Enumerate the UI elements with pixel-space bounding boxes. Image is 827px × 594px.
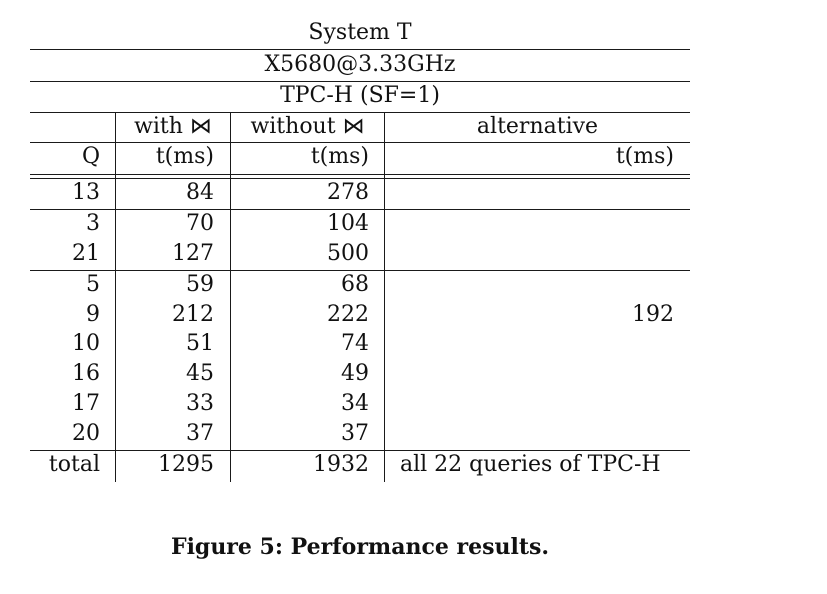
rule-double-1 <box>30 174 690 175</box>
rule-colheader <box>30 142 690 143</box>
table-row-with: 59 <box>186 272 214 297</box>
rule-cpu <box>30 81 690 82</box>
rule-total <box>30 450 690 451</box>
col-without-header: without ⋈ <box>250 114 365 139</box>
table-row-without: 104 <box>327 211 369 236</box>
col-with-header: with ⋈ <box>134 114 212 139</box>
table-row-without: 500 <box>327 241 369 266</box>
col-alternative-unit: t(ms) <box>615 144 674 169</box>
table-row-without: 68 <box>341 272 369 297</box>
system-title: System T <box>308 20 412 45</box>
rule-double-2 <box>30 178 690 179</box>
table-row-q: 16 <box>72 361 100 386</box>
cpu-title: X5680@3.33GHz <box>264 52 456 77</box>
table-row-q: 17 <box>72 391 100 416</box>
rule-group-2 <box>30 270 690 271</box>
benchmark-title: TPC-H (SF=1) <box>280 83 440 108</box>
table-row-without: 37 <box>341 421 369 446</box>
table-row-with: 84 <box>186 180 214 205</box>
vrule-q <box>115 112 116 482</box>
table-row-with: 33 <box>186 391 214 416</box>
table-row-without: 74 <box>341 331 369 356</box>
table-row-q: 21 <box>72 241 100 266</box>
rule-top <box>30 49 690 50</box>
figure-caption: Figure 5: Performance results. <box>170 534 550 560</box>
table-row-q: 10 <box>72 331 100 356</box>
table-row-q: 9 <box>86 302 100 327</box>
col-with-unit: t(ms) <box>155 144 214 169</box>
total-with: 1295 <box>158 452 214 477</box>
table-row-with: 37 <box>186 421 214 446</box>
table-row-with: 45 <box>186 361 214 386</box>
total-without: 1932 <box>313 452 369 477</box>
total-alternative-note: all 22 queries of TPC-H <box>400 452 661 477</box>
table-row-with: 127 <box>172 241 214 266</box>
table-row-without: 278 <box>327 180 369 205</box>
table-row-with: 212 <box>172 302 214 327</box>
col-without-unit: t(ms) <box>310 144 369 169</box>
table-row-q: 5 <box>86 272 100 297</box>
total-label: total <box>48 452 100 477</box>
col-alternative-header: alternative <box>476 114 599 139</box>
vrule-without <box>384 112 385 482</box>
table-row-without: 222 <box>327 302 369 327</box>
table-row-q: 13 <box>72 180 100 205</box>
table-row-q: 20 <box>72 421 100 446</box>
alternative-value: 192 <box>632 302 674 327</box>
vrule-with <box>230 112 231 482</box>
table-row-without: 34 <box>341 391 369 416</box>
col-q-header: Q <box>81 144 100 169</box>
table-row-with: 51 <box>186 331 214 356</box>
table-row-q: 3 <box>86 211 100 236</box>
rule-benchmark <box>30 112 690 113</box>
table-row-without: 49 <box>341 361 369 386</box>
rule-group-1 <box>30 209 690 210</box>
table-row-with: 70 <box>186 211 214 236</box>
